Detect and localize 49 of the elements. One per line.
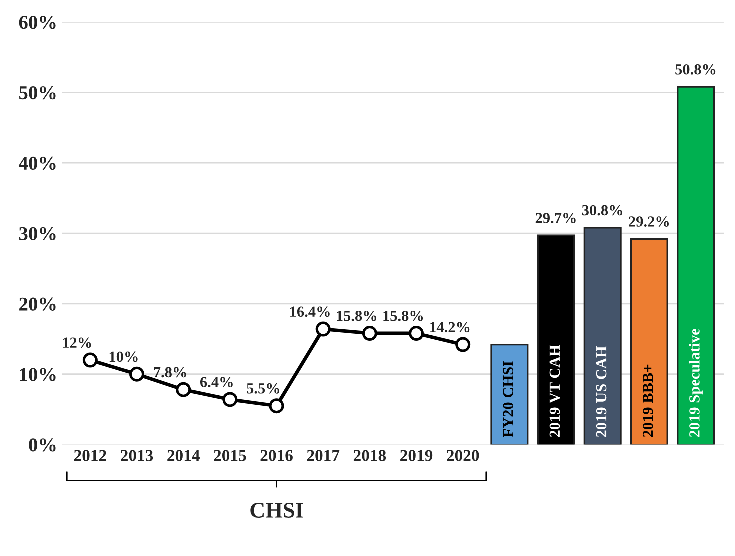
point [269,398,284,414]
data-label: 6.4% [200,377,233,388]
y-tick-label: 40% [18,156,56,170]
data-label: 16.4% [290,306,330,318]
point [222,392,238,408]
bar [490,344,529,445]
point [176,382,192,398]
x-tick-label: 2017 [307,450,340,462]
data-label: 14.2% [430,322,470,333]
bar [630,238,668,445]
x-tick-label: 2019 [400,450,433,462]
point [456,337,471,352]
point [130,366,145,382]
x-tick-label: 2016 [260,450,293,462]
y-tick-label: 60% [19,16,56,30]
bar [677,86,716,445]
x-tick-label: 2019 US CAH [596,346,607,438]
point [362,326,378,342]
bar [537,234,576,445]
data-label: 30.8% [582,205,622,216]
data-label: 29.7% [536,213,576,224]
data-label: 12% [63,338,92,348]
data-label: 29.2% [629,216,670,227]
y-tick-label: 10% [20,368,56,382]
text: CHSI [250,503,304,518]
y-tick-label: 0% [29,438,56,452]
y-tick-label: 20% [20,298,56,311]
x-tick-label: FY20 CHSI [503,361,514,438]
data-label: 10% [110,352,138,362]
point [409,326,424,342]
data-label: 50.8% [676,64,716,75]
point [316,322,331,337]
x-tick-label: 2019 Speculative [689,329,703,438]
x-tick-label: 2020 [447,450,480,462]
bar [584,227,622,445]
data-label: 7.8% [154,367,186,378]
x-tick-label: 2014 [168,450,200,462]
y-tick-label: 30% [19,227,56,241]
x-tick-label: 2019 BBB+ [642,364,654,438]
y-tick-label: 50% [20,86,56,100]
data-label: 15.8% [337,310,376,322]
data-label: 15.8% [384,310,424,322]
x-tick-label: 2012 [74,450,106,462]
x-tick-label: 2013 [121,450,154,462]
data-label: 5.5% [247,383,280,394]
x-tick-label: 2015 [214,450,246,462]
point [82,352,98,368]
x-tick-label: 2019 VT CAH [550,345,560,438]
x-tick-label: 2018 [354,450,386,462]
